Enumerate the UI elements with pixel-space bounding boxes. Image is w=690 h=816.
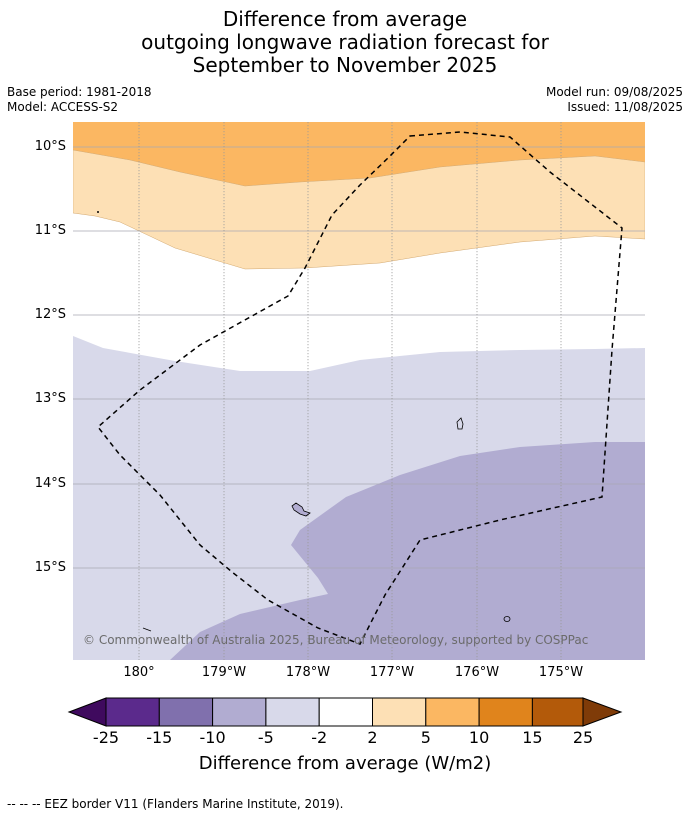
map-fields — [73, 122, 645, 660]
colorbar-segment — [105, 697, 160, 727]
eez-border — [96, 131, 623, 645]
lat-label: 13°S — [34, 391, 66, 406]
issued-date: Issued: 11/08/2025 — [567, 100, 683, 114]
colorbar-segment — [265, 697, 320, 727]
colorbar-tick-label: -15 — [146, 728, 173, 747]
chart-title: Difference from average outgoing longwav… — [0, 8, 690, 77]
copyright-notice: © Commonwealth of Australia 2025, Bureau… — [83, 633, 589, 647]
island-outline — [456, 417, 464, 430]
colorbar-tick-label: 2 — [367, 728, 378, 747]
base-period: Base period: 1981-2018 — [7, 85, 152, 99]
island-outline — [142, 627, 152, 632]
lat-label: 14°S — [34, 476, 66, 491]
eez-footnote: -- -- -- EEZ border V11 (Flanders Marine… — [7, 797, 344, 811]
colorbar-extend-high — [582, 697, 623, 727]
colorbar-tick-label: 5 — [420, 728, 431, 747]
colorbar-tick-label: 15 — [522, 728, 543, 747]
colorbar-segment — [425, 697, 480, 727]
model-run: Model run: 09/08/2025 — [545, 85, 683, 99]
lat-label: 11°S — [34, 223, 66, 238]
lat-label: 12°S — [34, 307, 66, 322]
meta-right: Model run: 09/08/2025 Issued: 11/08/2025 — [546, 85, 683, 115]
title-line-1: Difference from average — [222, 7, 468, 31]
colorbar-tick-label: -10 — [199, 728, 226, 747]
lon-label: 178°W — [285, 665, 331, 680]
colorbar-segment — [318, 697, 374, 727]
title-line-2: outgoing longwave radiation forecast for — [141, 30, 549, 54]
colorbar-segment — [372, 697, 427, 727]
colorbar-extend-low — [67, 697, 107, 727]
colorbar-segment — [158, 697, 214, 727]
lat-label: 10°S — [34, 139, 66, 154]
title-line-3: September to November 2025 — [192, 53, 498, 77]
colorbar-tick-label: -2 — [311, 728, 328, 747]
colorbar-tick-label: -5 — [257, 728, 274, 747]
lon-label: 180° — [123, 665, 155, 680]
map-panel — [73, 122, 645, 660]
colorbar — [67, 697, 623, 727]
colorbar-segment — [531, 697, 584, 727]
lon-label: 179°W — [201, 665, 247, 680]
colorbar-tick-label: 25 — [572, 728, 594, 747]
colorbar-label: Difference from average (W/m2) — [198, 753, 492, 774]
lon-label: 175°W — [538, 665, 584, 680]
island-outline — [291, 502, 311, 517]
lat-label: 15°S — [34, 560, 66, 575]
colorbar-tick-label: 10 — [468, 728, 490, 747]
colorbar-tick-label: -25 — [92, 728, 120, 747]
olr-band-plus-2-5 — [73, 149, 645, 270]
colorbar-segment — [212, 697, 267, 727]
meta-left: Base period: 1981-2018 Model: ACCESS-S2 — [7, 85, 152, 115]
olr-band-minus-5-10 — [170, 442, 645, 660]
island-outline — [503, 616, 511, 622]
lon-label: 177°W — [369, 665, 415, 680]
olr-band-plus-5-10 — [73, 122, 645, 186]
model-name: Model: ACCESS-S2 — [7, 100, 119, 114]
island-outline — [97, 211, 99, 213]
lon-label: 176°W — [454, 665, 500, 680]
colorbar-segment — [478, 697, 533, 727]
